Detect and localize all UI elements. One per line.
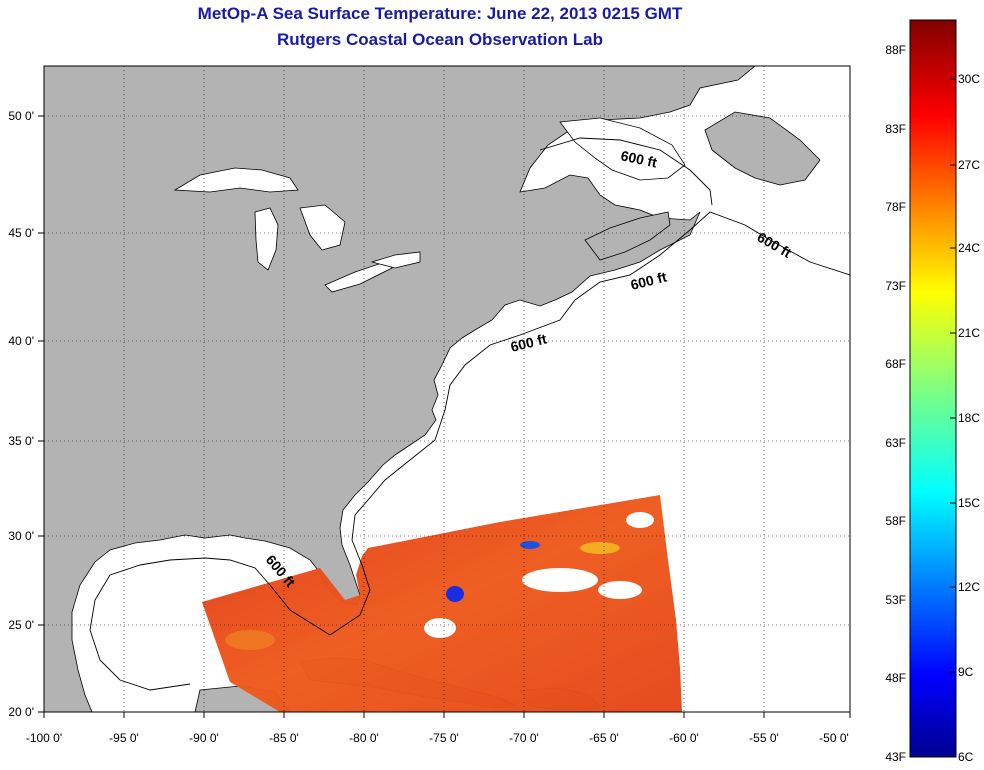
map-subtitle: Rutgers Coastal Ocean Observation Lab xyxy=(277,30,603,49)
lake-erie xyxy=(324,261,393,293)
lake-superior xyxy=(173,167,299,193)
lat-tick-label: 45 0' xyxy=(8,226,34,240)
gulf-st-lawrence xyxy=(559,117,686,181)
lat-tick-label: 50 0' xyxy=(8,109,34,123)
lon-tick-label: -100 0' xyxy=(26,731,62,745)
land-nova-scotia xyxy=(584,211,671,261)
map-title: MetOp-A Sea Surface Temperature: June 22… xyxy=(197,4,683,23)
land-newfoundland xyxy=(704,111,821,186)
land-north-america xyxy=(44,66,756,712)
cloud-patch xyxy=(522,568,598,592)
lake-huron xyxy=(299,204,346,251)
lon-tick-label: -65 0' xyxy=(589,731,619,745)
cloud-patch xyxy=(424,618,456,638)
lon-tick-label: -90 0' xyxy=(189,731,219,745)
isobath-600ft-north xyxy=(539,137,713,206)
lon-tick-label: -50 0' xyxy=(819,731,849,745)
lon-tick-label: -75 0' xyxy=(429,731,459,745)
lake-michigan xyxy=(254,207,279,271)
lake-ontario xyxy=(370,251,421,269)
tick-marks xyxy=(38,115,851,718)
lat-tick-label: 20 0' xyxy=(8,705,34,719)
lat-tick-label: 30 0' xyxy=(8,529,34,543)
lon-tick-label: -70 0' xyxy=(509,731,539,745)
map-frame xyxy=(43,65,851,713)
isobath-label: 600 ft xyxy=(619,147,658,170)
lon-tick-label: -80 0' xyxy=(349,731,379,745)
cloud-patch xyxy=(626,512,654,528)
warm-gradient-patch xyxy=(225,630,275,650)
lon-tick-label: -95 0' xyxy=(109,731,139,745)
lon-tick-label: -55 0' xyxy=(749,731,779,745)
sst-swath xyxy=(202,495,682,712)
warm-gradient-patch xyxy=(580,542,620,554)
cool-patch xyxy=(446,586,464,602)
lon-tick-label: -60 0' xyxy=(669,731,699,745)
lat-tick-label: 40 0' xyxy=(8,334,34,348)
cloud-patch xyxy=(598,581,642,599)
lat-tick-label: 35 0' xyxy=(8,434,34,448)
cool-patch xyxy=(520,541,540,549)
isobath-600ft xyxy=(89,211,850,691)
lon-tick-label: -85 0' xyxy=(269,731,299,745)
lat-tick-label: 25 0' xyxy=(8,618,34,632)
